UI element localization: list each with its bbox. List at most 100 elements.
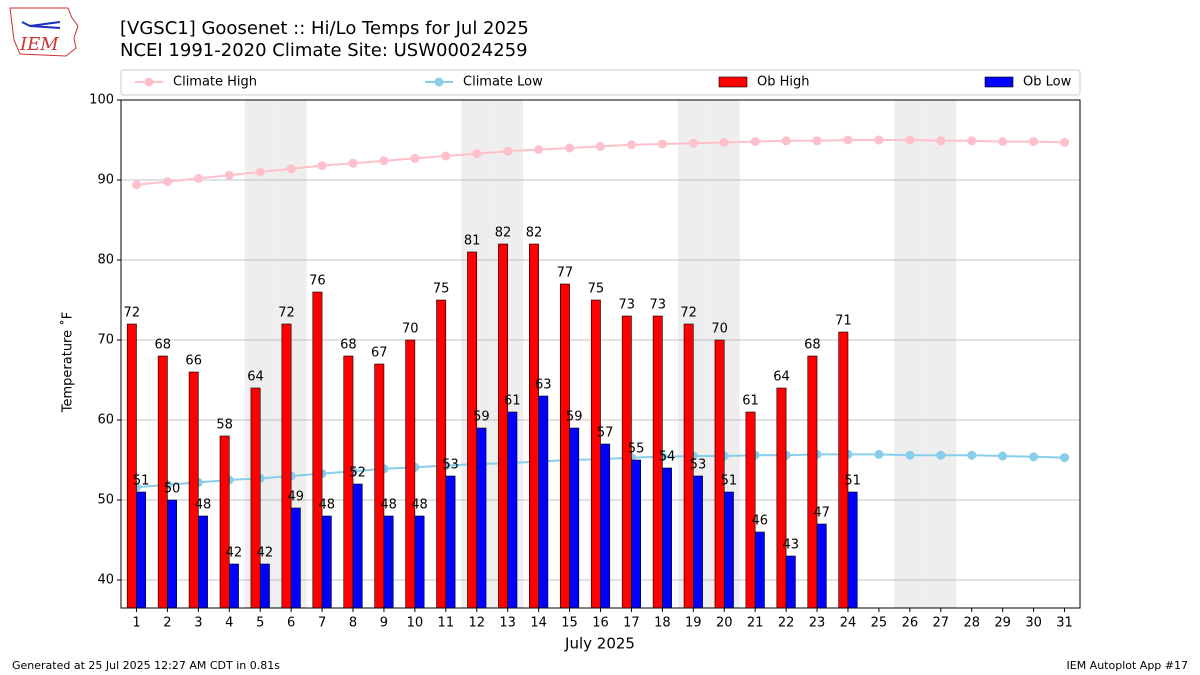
legend-marker <box>144 77 154 87</box>
bar <box>476 427 487 609</box>
x-tick-label: 30 <box>1025 616 1042 631</box>
data-label: 51 <box>721 474 738 489</box>
point <box>503 146 513 156</box>
data-label: 43 <box>782 538 799 553</box>
plot-frame <box>120 99 1081 609</box>
bar <box>631 459 642 609</box>
x-tick-label: 8 <box>349 616 357 631</box>
y-tick-label: 70 <box>97 333 114 348</box>
bar <box>723 491 734 609</box>
data-label: 70 <box>711 322 728 337</box>
x-tick-label: 23 <box>809 616 826 631</box>
x-tick-label: 9 <box>380 616 388 631</box>
x-tick-label: 28 <box>963 616 980 631</box>
data-label: 70 <box>402 322 419 337</box>
point <box>874 449 884 459</box>
point <box>472 149 482 159</box>
point <box>967 450 977 460</box>
x-tick-label: 2 <box>163 616 171 631</box>
bar <box>126 323 137 609</box>
footer-left: Generated at 25 Jul 2025 12:27 AM CDT in… <box>12 659 280 672</box>
legend-swatch <box>984 76 1014 88</box>
weekend-shade <box>894 100 926 608</box>
legend-label: Climate High <box>173 75 257 90</box>
data-label: 73 <box>619 298 636 313</box>
point <box>967 136 977 146</box>
bar <box>529 243 539 609</box>
point <box>843 135 853 145</box>
data-label: 64 <box>773 370 790 385</box>
data-label: 48 <box>411 498 428 513</box>
x-tick-label: 20 <box>716 616 733 631</box>
y-tick-label: 50 <box>97 493 114 508</box>
bar <box>414 515 425 609</box>
x-tick-label: 1 <box>132 616 140 631</box>
x-tick-label: 25 <box>871 616 888 631</box>
bar <box>445 475 456 609</box>
data-label: 58 <box>216 418 233 433</box>
data-label: 42 <box>226 546 243 561</box>
point <box>905 450 915 460</box>
bar <box>507 411 518 609</box>
bar <box>600 443 611 609</box>
x-tick-label: 4 <box>225 616 233 631</box>
point <box>255 167 265 177</box>
y-tick-label: 90 <box>97 173 114 188</box>
point <box>286 164 296 174</box>
bar <box>590 299 601 609</box>
point <box>131 180 141 190</box>
x-tick-label: 22 <box>778 616 795 631</box>
point <box>781 136 791 146</box>
point <box>936 136 946 146</box>
data-label: 75 <box>433 282 450 297</box>
x-tick-label: 31 <box>1056 616 1073 631</box>
data-label: 72 <box>680 306 697 321</box>
point <box>193 173 203 183</box>
bar <box>259 563 270 609</box>
x-tick-label: 29 <box>994 616 1011 631</box>
x-tick-label: 15 <box>561 616 578 631</box>
point <box>379 156 389 166</box>
bar <box>188 371 199 609</box>
point <box>626 140 636 150</box>
data-label: 72 <box>124 306 141 321</box>
data-label: 46 <box>752 514 769 529</box>
data-label: 61 <box>504 394 521 409</box>
x-tick-label: 12 <box>468 616 485 631</box>
y-tick-label: 40 <box>97 573 114 588</box>
data-label: 81 <box>464 234 481 249</box>
data-label: 71 <box>835 314 852 329</box>
data-label: 76 <box>309 274 326 289</box>
footer-right: IEM Autoplot App #17 <box>1067 659 1189 672</box>
x-tick-label: 16 <box>592 616 609 631</box>
data-label: 49 <box>288 490 305 505</box>
legend-swatch <box>718 76 748 88</box>
data-label: 50 <box>164 482 181 497</box>
x-tick-label: 6 <box>287 616 295 631</box>
bar <box>198 515 208 609</box>
bar <box>807 355 818 609</box>
bar <box>745 411 756 609</box>
data-label: 68 <box>804 338 821 353</box>
y-tick-label: 100 <box>89 93 114 108</box>
bar <box>405 339 416 609</box>
x-axis-label: July 2025 <box>564 635 635 653</box>
data-label: 61 <box>742 394 759 409</box>
point <box>1060 137 1070 147</box>
bar <box>559 283 570 609</box>
point <box>441 151 451 161</box>
point <box>162 177 172 187</box>
point <box>224 170 234 180</box>
point <box>936 450 946 460</box>
point <box>1029 137 1039 147</box>
bar <box>662 467 672 609</box>
point <box>812 136 822 146</box>
data-label: 64 <box>247 370 264 385</box>
bar <box>621 315 632 609</box>
y-axis-label: Temperature ˚F <box>60 312 76 413</box>
bar <box>312 291 323 609</box>
bar <box>838 331 849 609</box>
data-label: 59 <box>473 410 490 425</box>
point <box>1029 452 1039 462</box>
